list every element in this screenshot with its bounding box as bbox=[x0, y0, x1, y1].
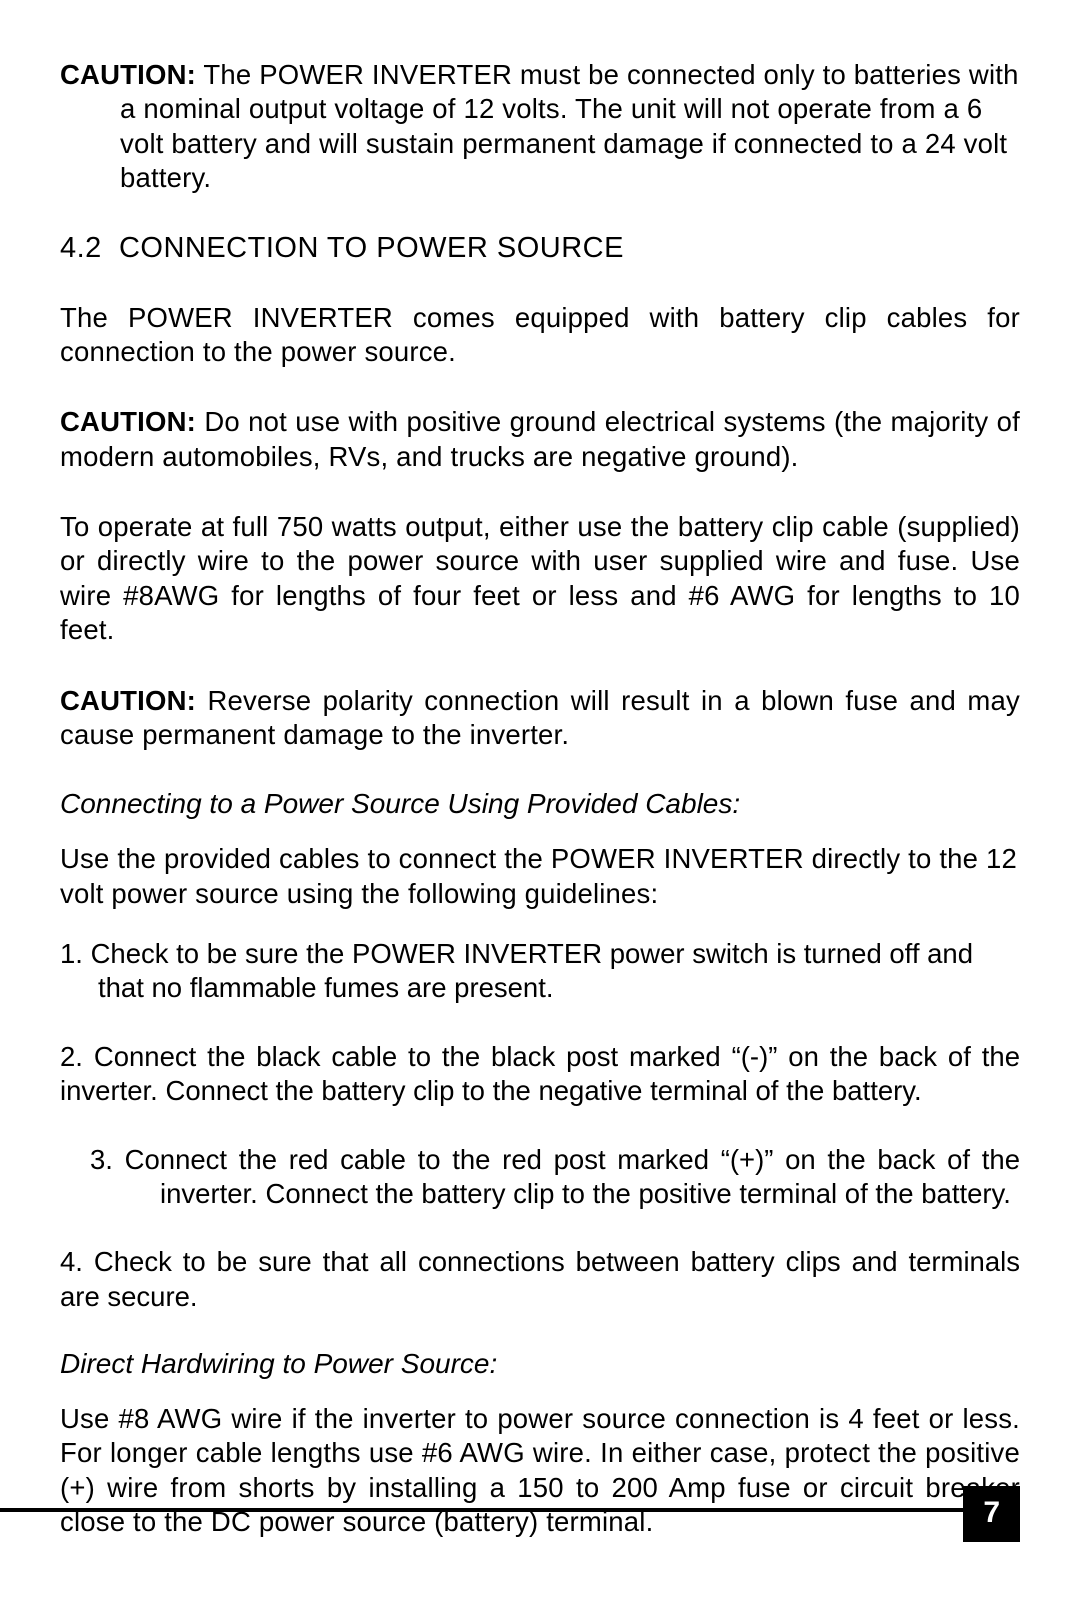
subheading-hardwiring: Direct Hardwiring to Power Source: bbox=[60, 1348, 1020, 1380]
page-number: 7 bbox=[963, 1486, 1020, 1542]
caution-text: Reverse polarity connection will result … bbox=[60, 685, 1020, 750]
paragraph-wire-gauge: To operate at full 750 watts output, eit… bbox=[60, 510, 1020, 648]
paragraph-use-provided: Use the provided cables to connect the P… bbox=[60, 842, 1020, 911]
caution-label: CAUTION: bbox=[60, 59, 196, 90]
step-4: 4. Check to be sure that all connections… bbox=[60, 1245, 1020, 1314]
caution-text: Do not use with positive ground electric… bbox=[60, 406, 1020, 471]
caution-reverse-polarity: CAUTION: Reverse polarity connection wil… bbox=[60, 684, 1020, 753]
footer-rule bbox=[0, 1508, 1020, 1512]
caution-positive-ground: CAUTION: Do not use with positive ground… bbox=[60, 405, 1020, 474]
caution-label: CAUTION: bbox=[60, 406, 196, 437]
caution-text: The POWER INVERTER must be connected onl… bbox=[120, 59, 1019, 193]
subheading-provided-cables: Connecting to a Power Source Using Provi… bbox=[60, 788, 1020, 820]
caution-battery-voltage: CAUTION: The POWER INVERTER must be conn… bbox=[60, 58, 1020, 196]
step-3: 3. Connect the red cable to the red post… bbox=[60, 1143, 1020, 1212]
caution-label: CAUTION: bbox=[60, 685, 196, 716]
step-1: 1. Check to be sure the POWER INVERTER p… bbox=[60, 937, 1020, 1006]
manual-page: CAUTION: The POWER INVERTER must be conn… bbox=[0, 0, 1080, 1620]
paragraph-hardwiring: Use #8 AWG wire if the inverter to power… bbox=[60, 1402, 1020, 1540]
section-number: 4.2 bbox=[60, 232, 102, 264]
paragraph-intro: The POWER INVERTER comes equipped with b… bbox=[60, 301, 1020, 370]
step-2: 2. Connect the black cable to the black … bbox=[60, 1040, 1020, 1109]
section-heading: 4.2 CONNECTION TO POWER SOURCE bbox=[60, 232, 1020, 265]
section-title: CONNECTION TO POWER SOURCE bbox=[119, 232, 624, 264]
